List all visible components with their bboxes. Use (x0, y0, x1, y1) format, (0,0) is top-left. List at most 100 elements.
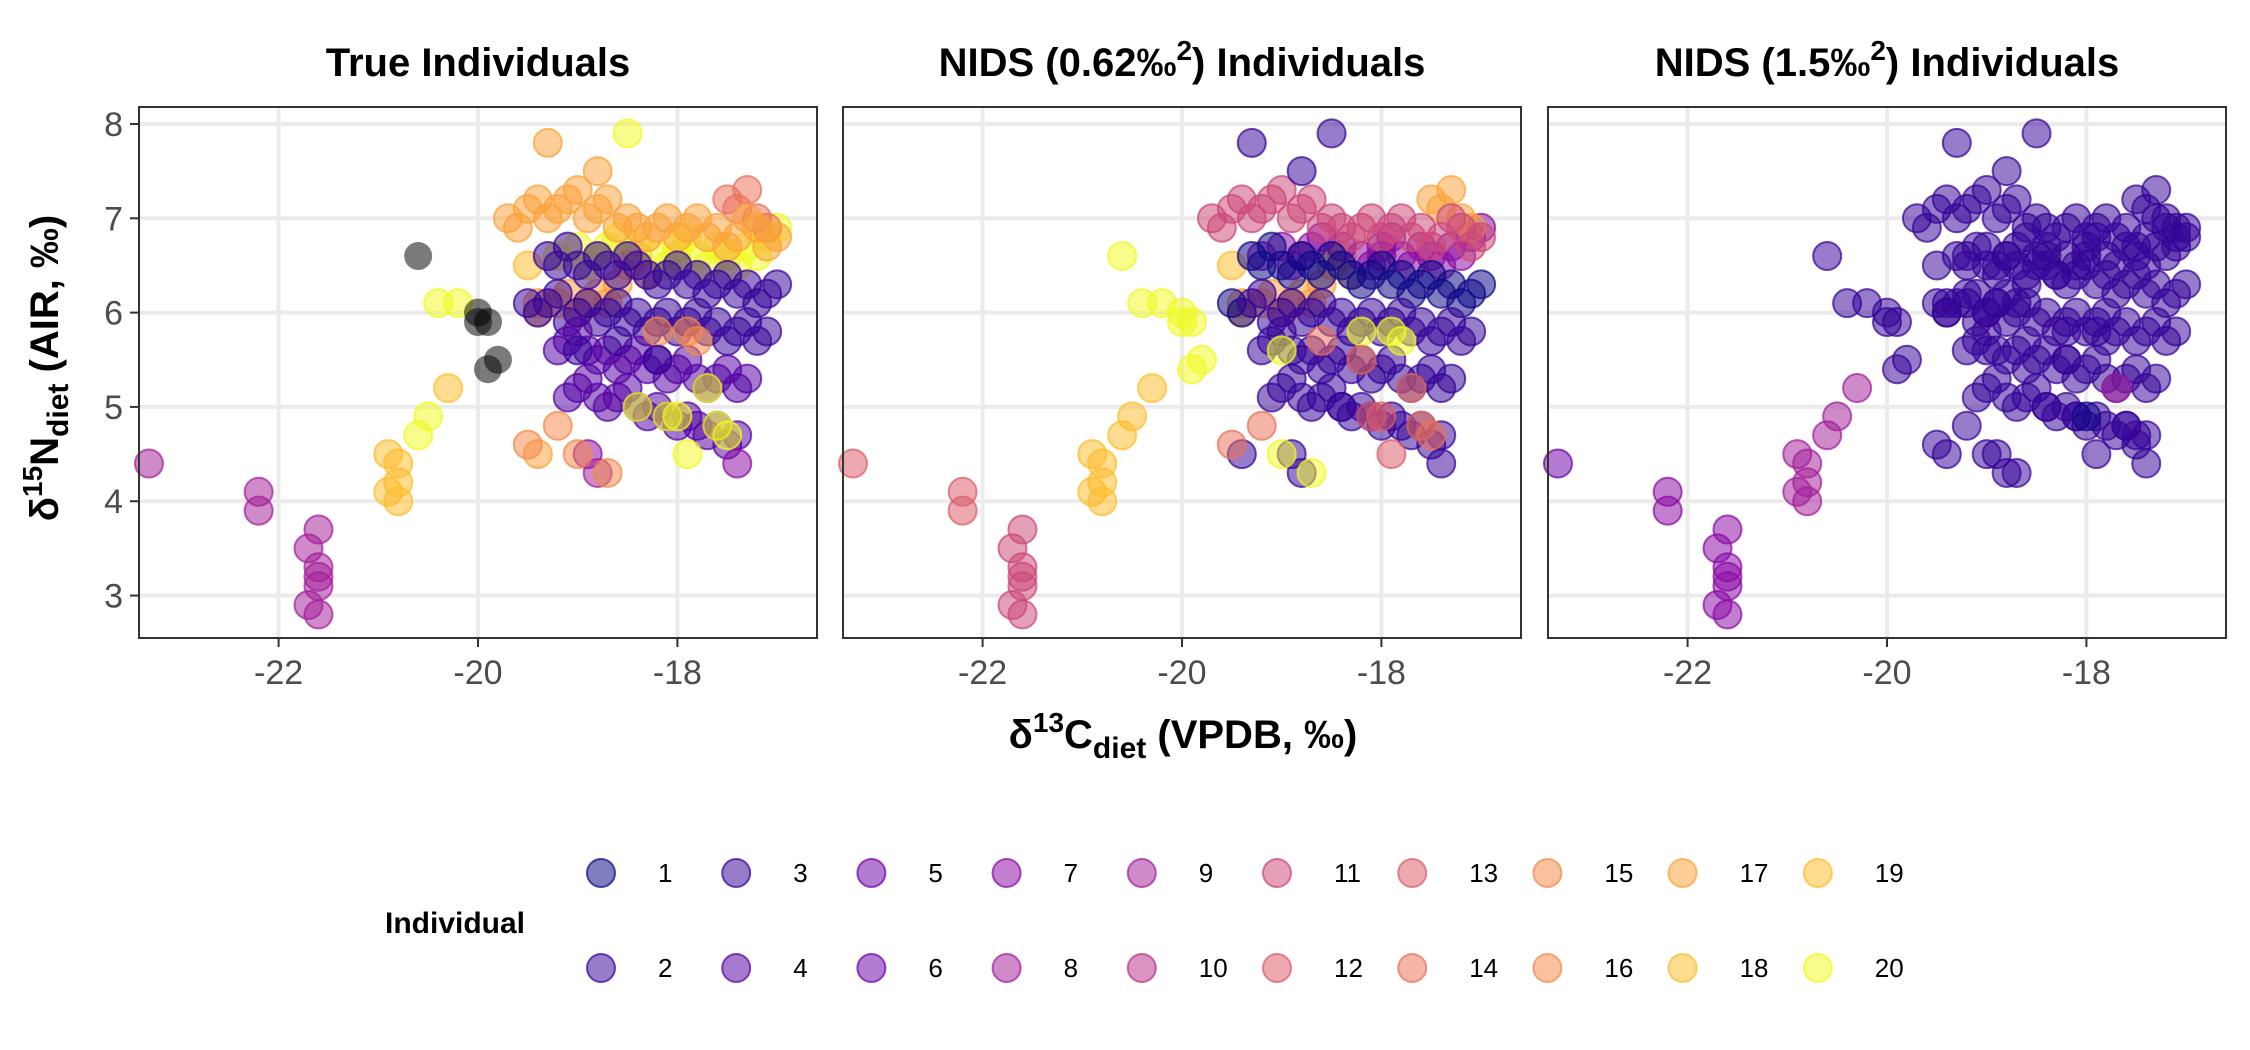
y-tick-label: 4 (104, 483, 123, 521)
legend-swatch (1397, 858, 1428, 888)
data-point (1296, 184, 1327, 215)
legend-label: 14 (1469, 953, 1498, 983)
data-point (1426, 448, 1457, 479)
legend-swatch (1262, 858, 1292, 888)
data-point (2051, 316, 2082, 347)
y-axis-title-delta: δ (23, 497, 67, 521)
data-point (1107, 241, 1138, 272)
x-tick-label: -18 (653, 654, 702, 692)
data-point (2001, 457, 2032, 488)
data-point (2001, 184, 2032, 215)
data-point (662, 401, 693, 432)
legend-label: 3 (793, 858, 807, 888)
data-point (2141, 363, 2172, 394)
data-point (692, 373, 723, 404)
legend: Individual 12345678910111213141516171819… (385, 858, 1904, 983)
x-tick-label: -20 (453, 654, 502, 692)
data-point (582, 156, 613, 187)
y-axis-title-rest: (AIR, ‰) (23, 215, 67, 384)
x-axis-title-sub: diet (1093, 732, 1146, 765)
data-point (2121, 420, 2152, 451)
data-point (2171, 269, 2202, 300)
legend-label: 9 (1199, 858, 1213, 888)
data-point (2011, 325, 2042, 356)
panel-title-rest: ) Individuals (1192, 41, 1425, 85)
data-point (752, 316, 783, 347)
data-point (2051, 344, 2082, 375)
data-point (2171, 222, 2202, 253)
x-tick-label: -18 (1357, 654, 1406, 692)
data-point (1216, 429, 1247, 460)
data-point (1436, 174, 1467, 205)
x-tick-label: -20 (1157, 654, 1206, 692)
data-point (1702, 589, 1733, 620)
data-point (1971, 439, 2002, 470)
data-point (672, 439, 703, 470)
data-point (1416, 420, 1447, 451)
data-point (947, 495, 978, 526)
legend-item: 10 (1126, 953, 1228, 983)
x-axis-title-main: C (1064, 713, 1093, 757)
data-point (2031, 391, 2062, 422)
data-point (1542, 448, 1573, 479)
legend-label: 18 (1740, 953, 1769, 983)
legend-label: 13 (1469, 858, 1498, 888)
data-point (1266, 174, 1297, 205)
legend-label: 2 (658, 953, 672, 983)
x-axis-title-delta: δ (1009, 713, 1033, 757)
legend-item: 11 (1262, 858, 1361, 888)
panel-title-sup: 2 (1176, 35, 1192, 66)
legend-item: 16 (1532, 953, 1633, 983)
legend-label: 4 (793, 953, 807, 983)
y-tick-label: 8 (104, 106, 123, 144)
panel-title: NIDS (1.5‰2) Individuals (1655, 35, 2120, 85)
data-point (1007, 561, 1038, 592)
legend-swatch (721, 953, 752, 983)
data-point (1921, 429, 1952, 460)
data-point (1951, 410, 1982, 441)
data-point (562, 335, 593, 366)
data-point (762, 269, 793, 300)
legend-swatch (1532, 858, 1563, 888)
panel-title-main: NIDS (0.62‰ (939, 41, 1177, 85)
data-point (1971, 174, 2002, 205)
legend-label: 7 (1064, 858, 1078, 888)
data-point (473, 308, 502, 337)
legend-label: 15 (1604, 858, 1633, 888)
legend-swatch (1667, 858, 1698, 888)
legend-item: 15 (1532, 858, 1633, 888)
data-point (303, 561, 334, 592)
data-point (1822, 401, 1853, 432)
legend-label: 6 (928, 953, 942, 983)
y-axis-title: δ15Ndiet (AIR, ‰) (17, 215, 75, 522)
panel-1: True Individuals -22 -20 -18 3 4 5 6 7 8 (104, 41, 818, 692)
data-point (542, 278, 573, 309)
data-point (1842, 373, 1873, 404)
data-point (1316, 118, 1347, 149)
data-point (1246, 410, 1277, 441)
data-point (1236, 127, 1267, 158)
legend-label: 12 (1334, 953, 1363, 983)
data-point (1376, 439, 1407, 470)
data-point (2161, 316, 2192, 347)
data-point (2081, 316, 2112, 347)
data-point (243, 495, 274, 526)
x-tick-label: -18 (2062, 654, 2111, 692)
legend-swatch (1262, 953, 1292, 983)
y-axis-title-main: N (23, 437, 67, 466)
data-point (732, 363, 763, 394)
legend-swatch (1126, 953, 1157, 983)
x-tick-label: -22 (958, 654, 1007, 692)
legend-item: 1 (586, 858, 672, 888)
data-point (1466, 269, 1497, 300)
data-point (1117, 401, 1148, 432)
panel-title-sup: 2 (1870, 35, 1886, 66)
data-point (1286, 156, 1317, 187)
legend-item: 9 (1126, 858, 1213, 888)
legend-item: 17 (1667, 858, 1769, 888)
y-tick-label: 5 (104, 389, 123, 427)
legend-title: Individual (385, 907, 525, 940)
data-point (1436, 363, 1467, 394)
data-point (1812, 241, 1843, 272)
